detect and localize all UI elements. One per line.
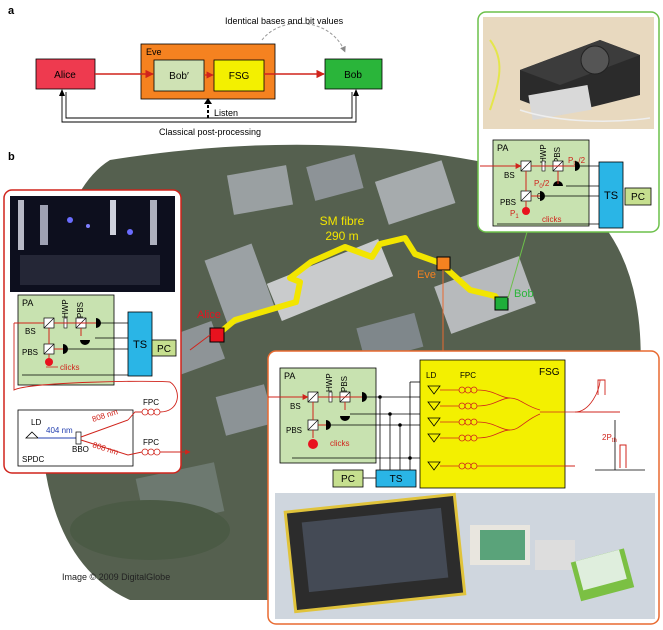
panel-a-letter: a xyxy=(8,5,15,17)
alice-ts-label: TS xyxy=(133,339,147,351)
bob-hwp-label: HWP xyxy=(539,144,548,163)
eve-fsg-label: FSG xyxy=(539,367,560,378)
alice-pbs-label: PBS xyxy=(22,348,38,357)
alice-clicks-label: clicks xyxy=(60,363,80,372)
bob-pc-label: PC xyxy=(631,192,645,203)
site-eve-label: Eve xyxy=(417,269,436,281)
bob-box xyxy=(324,58,383,90)
bob-pbs-label: PBS xyxy=(500,198,516,207)
eve-pc-label: PC xyxy=(341,474,355,485)
image-credit: Image © 2009 DigitalGlobe xyxy=(62,572,170,582)
identical-arc xyxy=(261,22,346,53)
alice-callout-line xyxy=(189,334,211,351)
eve-fpc-label: FPC xyxy=(460,371,476,380)
bob-pa-label: PA xyxy=(497,143,508,153)
spdc-label: SPDC xyxy=(22,455,44,464)
fsg-label: FSG xyxy=(229,71,250,82)
alice-bs-label: BS xyxy=(25,327,36,336)
alice-label: Alice xyxy=(54,70,76,81)
panel-a: a Identical bases and bit values Alice E… xyxy=(8,5,383,137)
bob-prime-box xyxy=(153,59,205,92)
classical-label: Classical post-processing xyxy=(159,127,261,137)
alice-box xyxy=(35,58,96,90)
site-alice-label: Alice xyxy=(197,309,221,321)
fpc1-label: FPC xyxy=(143,398,159,407)
eve-clicks-label: clicks xyxy=(330,439,350,448)
bob-label: Bob xyxy=(344,70,362,81)
alice-pa-label: PA xyxy=(22,298,33,308)
alice-pc-label: PC xyxy=(157,344,171,355)
spdc-404nm-label: 404 nm xyxy=(46,426,73,435)
bob-clicks-label: clicks xyxy=(542,215,562,224)
fpc2-label: FPC xyxy=(143,438,159,447)
eve-pa-label: PA xyxy=(284,371,295,381)
sm-fibre-path xyxy=(215,235,505,338)
site-bob-marker xyxy=(494,296,509,311)
site-alice-marker xyxy=(209,327,225,343)
bob-ts-label: TS xyxy=(604,190,618,202)
eve-2pth-label: 2Pth xyxy=(602,433,617,444)
alice-callout: PA BS PBS HWP PBS clicks TS PC LD 404 nm… xyxy=(3,189,190,474)
fsg-lasers xyxy=(427,379,601,471)
eve-ts-label: TS xyxy=(390,474,403,485)
eve-bs-label: BS xyxy=(290,402,301,411)
fsg-box xyxy=(213,59,265,92)
bob-prime-label: Bob′ xyxy=(169,71,189,82)
identical-label: Identical bases and bit values xyxy=(225,16,344,26)
classical-line-outer xyxy=(61,90,357,123)
site-eve-marker xyxy=(436,256,451,271)
bob-callout: PA BS PBS HWP PBS Pth/2 P0/2 0 P1 clicks… xyxy=(477,11,660,233)
sm-fibre-label-1: SM fibre xyxy=(320,214,365,228)
bob-pbs-top-label: PBS xyxy=(553,147,562,163)
bob-callout-line xyxy=(507,231,528,299)
alice-hwp-label: HWP xyxy=(61,299,70,318)
eve-pbs-top-label: PBS xyxy=(340,376,349,392)
spdc-bbo-label: BBO xyxy=(72,445,89,454)
panel-b-letter: b xyxy=(8,151,15,163)
site-bob-label: Bob xyxy=(514,288,534,300)
spdc-ld-label: LD xyxy=(31,418,41,427)
eve-callout: PA BS PBS HWP PBS clicks xyxy=(267,350,660,625)
eve-ld-label: LD xyxy=(426,371,436,380)
eve-pbs-label: PBS xyxy=(286,426,302,435)
alice-pbs-top-label: PBS xyxy=(76,302,85,318)
bob-p1-label: P1 xyxy=(510,209,519,220)
listen-label: Listen xyxy=(214,108,238,118)
eve-label: Eve xyxy=(146,47,162,57)
bob-bs-label: BS xyxy=(504,171,515,180)
eve-hwp-label: HWP xyxy=(325,373,334,392)
sm-fibre-label-2: 290 m xyxy=(325,229,358,243)
bob-p0-label: P0/2 xyxy=(534,179,550,190)
